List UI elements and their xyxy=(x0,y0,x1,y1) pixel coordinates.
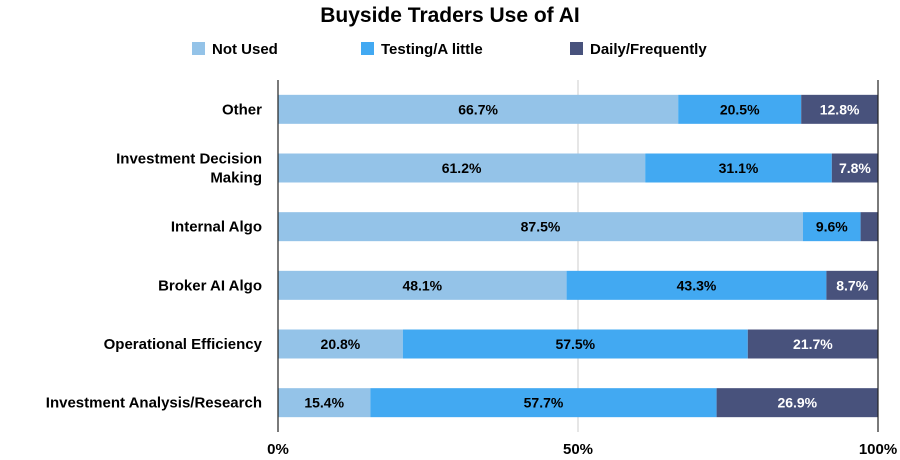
bar-segment xyxy=(716,388,878,418)
bar-segment xyxy=(831,153,878,183)
category-label: Operational Efficiency xyxy=(104,336,263,353)
category-label: Internal Algo xyxy=(171,219,262,236)
bar-segment xyxy=(278,94,679,124)
data-label: 8.7% xyxy=(836,277,868,293)
bar-segment xyxy=(860,212,878,242)
legend-item: Not Used xyxy=(192,41,278,58)
x-tick-label: 100% xyxy=(859,441,897,455)
bars: 66.7% 20.5% 12.8% 61.2% 31.1% 7.8% 87.5% 9.6% 48… xyxy=(278,94,878,418)
category-label: Investment Analysis/Research xyxy=(46,395,262,412)
legend-label: Testing/A little xyxy=(381,41,483,58)
bar-segment xyxy=(278,329,403,359)
bar-segment xyxy=(278,270,567,300)
legend-item: Testing/A little xyxy=(361,41,483,58)
legend-label: Not Used xyxy=(212,41,278,58)
legend: Not Used Testing/A little Daily/Frequently xyxy=(192,41,707,58)
data-label: 15.4% xyxy=(304,395,344,411)
legend-swatch xyxy=(192,42,205,55)
category-label: Investment Decision Making xyxy=(116,151,262,187)
data-label: 87.5% xyxy=(521,219,561,235)
x-tick-label: 0% xyxy=(267,441,289,455)
data-label: 9.6% xyxy=(816,219,848,235)
bar-segment xyxy=(278,388,371,418)
bar-segment xyxy=(803,212,861,242)
category-label: Broker AI Algo xyxy=(158,277,262,294)
bar-segment xyxy=(678,94,802,124)
data-label: 12.8% xyxy=(820,101,860,117)
bar-segment xyxy=(370,388,717,418)
data-label: 7.8% xyxy=(839,160,871,176)
legend-swatch xyxy=(570,42,583,55)
data-label: 26.9% xyxy=(777,395,817,411)
data-label: 20.5% xyxy=(720,101,760,117)
legend-label: Daily/Frequently xyxy=(590,41,707,58)
bar-segment xyxy=(566,270,827,300)
category-label: Other xyxy=(222,101,262,118)
data-label: 48.1% xyxy=(402,277,442,293)
bar-segment xyxy=(278,212,803,242)
x-tick-label: 50% xyxy=(563,441,593,455)
legend-item: Daily/Frequently xyxy=(570,41,707,58)
bar-segment xyxy=(278,153,646,183)
data-label: 31.1% xyxy=(719,160,759,176)
legend-swatch xyxy=(361,42,374,55)
bar-segment xyxy=(747,329,878,359)
data-label: 61.2% xyxy=(442,160,482,176)
data-label: 43.3% xyxy=(677,277,717,293)
data-label: 57.7% xyxy=(524,395,564,411)
bar-segment xyxy=(645,153,832,183)
axis xyxy=(277,80,879,432)
chart-title: Buyside Traders Use of AI xyxy=(320,4,579,27)
data-label: 20.8% xyxy=(321,336,361,352)
bar-segment xyxy=(402,329,748,359)
x-tick-labels: 0% 50% 100% xyxy=(267,441,897,458)
data-label: 21.7% xyxy=(793,336,833,352)
bar-segment xyxy=(826,270,878,300)
category-labels: Other Investment Decision Making Internal A… xyxy=(46,101,263,411)
bar-segment xyxy=(801,94,878,124)
data-label: 66.7% xyxy=(458,101,498,117)
data-label: 57.5% xyxy=(555,336,595,352)
